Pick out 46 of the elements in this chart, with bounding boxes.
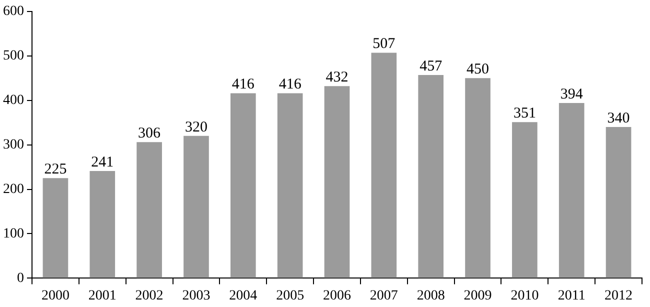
y-tick-label: 0	[17, 270, 24, 286]
data-label: 394	[560, 86, 584, 102]
data-label: 241	[91, 154, 114, 170]
x-tick-label: 2007	[370, 288, 398, 304]
bar	[277, 93, 303, 278]
y-tick-label: 300	[3, 137, 24, 152]
bar	[558, 103, 584, 278]
bar	[512, 122, 538, 278]
y-tick-label: 200	[3, 182, 24, 197]
data-label: 450	[466, 62, 490, 78]
bar	[42, 178, 68, 278]
data-label: 457	[420, 58, 443, 74]
data-label: 306	[138, 126, 162, 142]
y-tick-label: 100	[3, 226, 24, 242]
x-tick-label: 2001	[88, 288, 116, 304]
x-tick-label: 2003	[182, 288, 210, 304]
y-tick-label: 400	[3, 93, 24, 108]
x-tick-label: 2009	[464, 288, 492, 304]
bar	[418, 74, 444, 278]
x-tick-label: 2006	[323, 288, 351, 304]
bar	[90, 171, 116, 278]
bar	[465, 78, 490, 278]
bar	[324, 86, 350, 278]
data-label: 432	[326, 70, 348, 86]
data-label: 320	[184, 119, 208, 136]
data-label: 340	[607, 110, 630, 126]
bar	[606, 127, 632, 278]
x-tick-label: 2004	[229, 288, 258, 304]
data-label: 416	[232, 76, 255, 93]
x-tick-label: 2008	[416, 288, 445, 304]
data-label: 416	[278, 76, 302, 93]
x-tick-label: 2011	[558, 288, 586, 304]
data-label: 225	[44, 162, 67, 178]
bar	[230, 93, 256, 278]
bar	[136, 142, 162, 278]
x-tick-label: 2002	[135, 288, 164, 304]
bar	[371, 52, 397, 278]
y-tick-label: 600	[3, 4, 24, 20]
x-tick-label: 2012	[604, 288, 633, 304]
x-tick-label: 2005	[276, 288, 304, 304]
x-tick-label: 2000	[41, 288, 70, 304]
x-tick-label: 2010	[510, 288, 539, 304]
y-tick-label: 500	[3, 48, 24, 64]
bar	[184, 136, 209, 278]
data-label: 351	[513, 106, 536, 122]
data-label: 507	[372, 36, 396, 52]
